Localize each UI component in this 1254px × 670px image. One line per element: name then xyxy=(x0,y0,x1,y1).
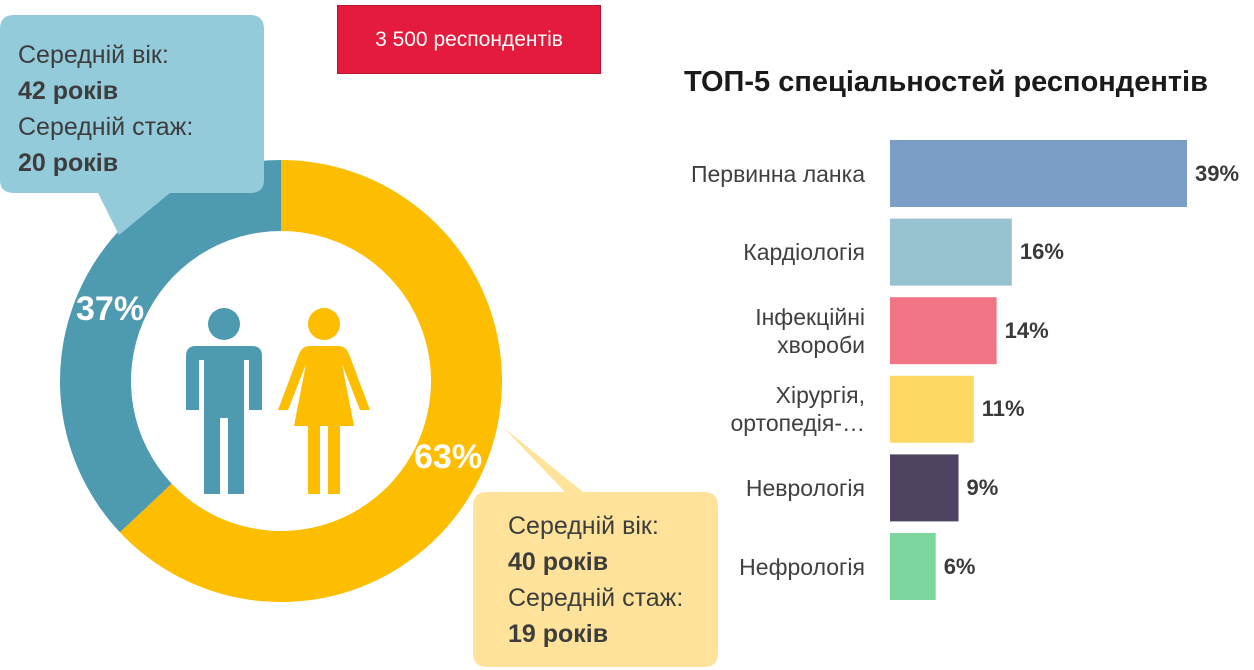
category-label: Кардіологія xyxy=(625,238,865,266)
category-label-line: Нефрологія xyxy=(739,553,865,580)
bar-5 xyxy=(890,454,959,522)
value-label: 16% xyxy=(1019,239,1064,265)
men-avg-age-value: 42 років xyxy=(18,77,119,105)
category-label-line: Кардіологія xyxy=(743,239,865,266)
gender-donut-chart xyxy=(59,160,502,602)
bar-6 xyxy=(890,533,936,600)
value-label: 11% xyxy=(981,396,1025,422)
category-label: Хірургія, ортопедія-… xyxy=(625,381,865,437)
bar-3 xyxy=(890,297,997,365)
men-avg-age-label: Середній вік: xyxy=(18,41,169,69)
women-stats-callout: Середній вік: 40 років Середній стаж: 19… xyxy=(473,492,718,667)
chart-title: ТОП-5 спеціальностей респондентів xyxy=(684,66,1208,98)
male-figure-icon xyxy=(186,308,262,494)
women-avg-age-label: Середній вік: xyxy=(508,512,659,540)
donut-segment-men xyxy=(59,160,281,533)
stat-callout-shapes xyxy=(0,15,718,667)
category-label-line: Хірургія, xyxy=(775,382,865,409)
bar-4 xyxy=(890,375,974,443)
value-label: 14% xyxy=(1004,317,1049,343)
gender-figures xyxy=(186,308,370,494)
women-avg-experience-label: Середній стаж: xyxy=(508,584,684,612)
category-label: Первинна ланка xyxy=(625,160,865,188)
category-label: Інфекційні хвороби xyxy=(625,303,865,359)
men-avg-experience-label: Середній стаж: xyxy=(18,113,194,141)
women-stats-callout-shape xyxy=(473,427,718,667)
category-label-line: Первинна ланка xyxy=(690,160,865,187)
value-label: 39% xyxy=(1195,160,1240,186)
category-label-line: Інфекційні xyxy=(755,303,865,330)
category-label-line: хвороби xyxy=(777,331,865,358)
value-label: 9% xyxy=(966,474,999,500)
men-stats-callout-shape xyxy=(0,15,264,235)
bar-1 xyxy=(890,140,1187,207)
category-label: Неврологія xyxy=(625,474,865,502)
women-percent-label: 63% xyxy=(414,438,483,476)
specialties-bar-chart xyxy=(890,140,1187,600)
category-label: Нефрологія xyxy=(625,553,865,581)
female-figure-icon xyxy=(278,308,370,494)
men-avg-experience-value: 20 років xyxy=(18,149,119,177)
men-percent-label: 37% xyxy=(76,290,145,328)
respondents-count-badge: 3 500 респондентів xyxy=(337,5,601,74)
category-label-line: ортопедія-… xyxy=(730,410,865,437)
donut-segment-women xyxy=(119,160,502,602)
value-label: 6% xyxy=(943,553,976,579)
men-stats-callout: Середній вік: 42 років Середній стаж: 20… xyxy=(0,15,264,193)
women-avg-age-value: 40 років xyxy=(508,548,609,576)
bar-2 xyxy=(890,218,1012,286)
women-avg-experience-value: 19 років xyxy=(508,620,609,648)
category-label-line: Неврологія xyxy=(745,474,865,501)
